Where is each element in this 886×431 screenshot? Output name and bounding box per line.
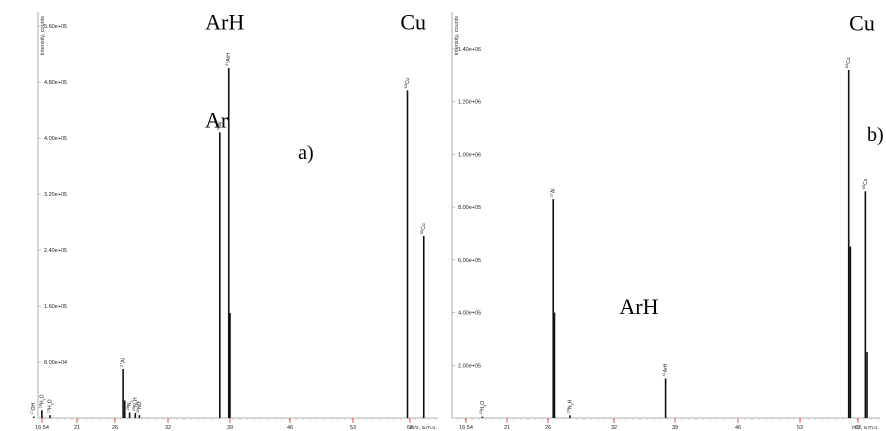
- peak-label: 28N2: [126, 400, 134, 410]
- peak-label: 29N2H: [566, 399, 574, 413]
- y-tick-label: 3.20e+05: [44, 192, 67, 198]
- annotation-label: ArH: [205, 10, 244, 35]
- y-tick-label: 8.00e+05: [458, 205, 481, 211]
- y-axis-title: Intensity, counts: [40, 16, 46, 56]
- y-tick-label: 4.00e+05: [458, 311, 481, 317]
- x-tick-label: 26: [112, 425, 118, 431]
- x-tick-label: 32: [611, 425, 617, 431]
- panel-b: Intensity, counts 2.00e+05 4.00e+05 6.00e+0…: [451, 10, 884, 431]
- annotation-label: b): [867, 124, 884, 146]
- y-tick-label: 8.00e+04: [44, 360, 67, 366]
- annotation-label: a): [298, 142, 314, 164]
- x-tick-label: 62: [407, 425, 413, 431]
- y-tick-label: 6.00e+05: [458, 258, 481, 264]
- y-tick-label: 4.00e+05: [44, 136, 67, 142]
- peak-label: 63Cu: [845, 57, 852, 68]
- peak-label: 65Cu: [420, 223, 427, 234]
- annotation-label: Ar: [205, 108, 229, 133]
- peak-label: 19H3O: [479, 401, 487, 415]
- peak-label: 27Al: [550, 188, 557, 197]
- y-tick-label: 5.60e+05: [44, 24, 67, 30]
- x-tick-label: 16.54: [459, 425, 473, 431]
- x-tick-label: 26: [545, 425, 551, 431]
- peak-label: 63Cu: [404, 78, 411, 89]
- peak-label: 41ArH: [662, 363, 669, 376]
- x-tick-label: 46: [287, 425, 293, 431]
- annotation-label: ArH: [619, 294, 658, 319]
- peak-label: 18H2O: [38, 394, 46, 408]
- x-axis-title: m/z, a.m.u.: [852, 425, 880, 431]
- y-tick-label: 4.80e+05: [44, 80, 67, 86]
- x-tick-label: 53: [797, 425, 803, 431]
- x-tick-label: 39: [672, 425, 678, 431]
- peak-label: 27Al: [120, 358, 127, 367]
- x-tick-label: 39: [227, 425, 233, 431]
- peak-label: 41ArH: [225, 53, 232, 66]
- x-tick-label: 16.54: [35, 425, 49, 431]
- x-tick-label: 32: [165, 425, 171, 431]
- peak-label: 40Ar: [216, 121, 223, 131]
- y-tick-label: 1.20e+06: [458, 100, 481, 106]
- y-tick-label: 1.60e+05: [44, 304, 67, 310]
- x-tick-label: 21: [504, 425, 510, 431]
- x-tick-label: 21: [74, 425, 80, 431]
- peak-label: 17OH: [30, 402, 37, 414]
- x-tick-label: 62: [855, 425, 861, 431]
- peak-label: 30NO: [136, 401, 143, 413]
- peak-label: 19H3O: [46, 399, 54, 413]
- y-tick-label: 2.00e+05: [458, 363, 481, 369]
- y-tick-label: 1.40e+06: [458, 47, 481, 53]
- annotation-label: Cu: [400, 10, 426, 35]
- y-tick-label: 2.40e+05: [44, 248, 67, 254]
- y-axis-title: Intensity, counts: [454, 16, 460, 56]
- peak-label: 29N2H: [132, 397, 140, 411]
- y-tick-label: 1.00e+06: [458, 152, 481, 158]
- annotation-label: Cu: [849, 10, 875, 35]
- panel-a: Intensity, counts 8.00e+04 1.60e+05 2.40e+0…: [30, 10, 438, 431]
- x-tick-label: 46: [735, 425, 741, 431]
- peak-label: 65Cu: [862, 178, 869, 189]
- x-tick-label: 53: [350, 425, 356, 431]
- x-axis-title: m/z, a.m.u.: [410, 425, 438, 431]
